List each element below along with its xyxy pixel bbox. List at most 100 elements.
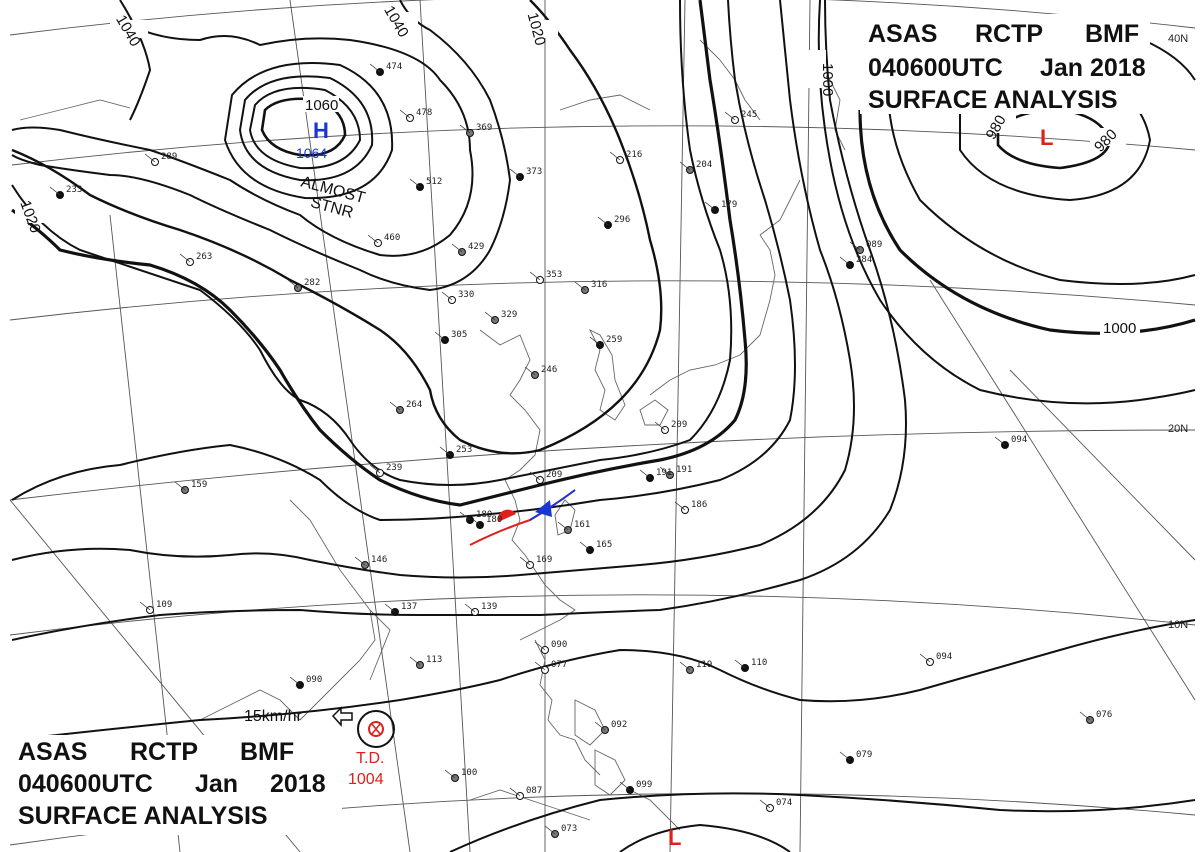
station-plot: 073	[544, 824, 577, 838]
station-pressure: 076	[1096, 710, 1112, 720]
station-plot: 090	[289, 675, 322, 689]
station-pressure: 429	[468, 242, 484, 252]
station-plot: 264	[389, 400, 422, 414]
station-plot: 109	[139, 600, 172, 614]
wind-barb	[589, 336, 601, 346]
station-plot: 094	[919, 652, 952, 666]
warm-front-marker	[497, 509, 516, 522]
station-plot: 246	[524, 365, 557, 379]
station-plot: 460	[367, 233, 400, 247]
station-plot: 159	[174, 480, 207, 494]
wind-barb	[441, 291, 453, 301]
station-plot: 209	[529, 470, 562, 484]
station-plot: 239	[369, 463, 402, 477]
wind-barb	[509, 787, 521, 797]
station-pressure: 090	[306, 675, 322, 685]
station-pressure: 161	[574, 520, 590, 530]
wind-barb	[529, 271, 541, 281]
station-plot: 161	[557, 520, 590, 534]
header-bottom-year: 2018	[270, 770, 326, 798]
wind-barb	[659, 466, 671, 476]
station-plots: 474 478 369 512 460 429 373 353 316 296 330 329 305 2…	[49, 62, 1112, 838]
wind-barb	[704, 201, 716, 211]
station-pressure: 264	[406, 400, 422, 410]
station-plot: 429	[451, 242, 484, 256]
station-plot: 305	[434, 330, 467, 344]
station-pressure: 329	[501, 310, 517, 320]
wind-barb	[849, 241, 861, 251]
low-pressure-south: L	[668, 825, 681, 850]
isobars	[11, 0, 1196, 852]
wind-barb	[557, 521, 569, 531]
station-pressure: 216	[626, 150, 642, 160]
header-top-year: 2018	[1090, 54, 1146, 82]
station-pressure: 137	[401, 602, 417, 612]
tropical-depression: T.D. 1004 15km/hr	[244, 706, 384, 788]
td-cross	[371, 723, 381, 735]
wind-barb	[484, 311, 496, 321]
high-pressure-system: H 1064 ALMOST STNR	[296, 118, 367, 222]
wind-barb	[679, 161, 691, 171]
wind-barb	[409, 178, 421, 188]
wind-barb	[459, 124, 471, 134]
station-plot: 094	[994, 435, 1027, 449]
station-pressure: 284	[856, 255, 872, 265]
header-bottom-month: Jan	[195, 770, 238, 798]
station-plot: 209	[654, 420, 687, 434]
station-plot: 119	[679, 660, 712, 674]
station-pressure: 289	[161, 152, 177, 162]
station-plot: 087	[509, 786, 542, 800]
station-plot: 100	[444, 768, 477, 782]
station-pressure: 460	[384, 233, 400, 243]
wind-barb	[287, 279, 299, 289]
station-plot: 077	[534, 660, 567, 674]
wind-barb	[534, 641, 546, 651]
station-pressure: 073	[561, 824, 577, 834]
wind-barb	[597, 216, 609, 226]
wind-barb	[459, 511, 471, 521]
station-pressure: 296	[614, 215, 630, 225]
station-pressure: 305	[451, 330, 467, 340]
low-pressure-ne: L	[1040, 125, 1053, 150]
wind-barb	[839, 751, 851, 761]
wind-barb	[594, 721, 606, 731]
station-pressure: 474	[386, 62, 402, 72]
wind-barb	[759, 799, 771, 809]
station-pressure: 089	[866, 240, 882, 250]
wind-barb	[519, 556, 531, 566]
header-top-month: Jan	[1040, 54, 1083, 82]
header-top-code: BMF	[1085, 20, 1139, 48]
header-bottom-station: RCTP	[130, 738, 198, 766]
station-pressure: 191	[656, 468, 672, 478]
cold-front-marker	[535, 500, 552, 517]
td-value: 1004	[348, 771, 384, 788]
wind-barb	[289, 676, 301, 686]
station-pressure: 369	[476, 123, 492, 133]
station-pressure: 512	[426, 177, 442, 187]
station-pressure: 209	[546, 470, 562, 480]
station-pressure: 092	[611, 720, 627, 730]
station-pressure: 146	[371, 555, 387, 565]
wind-barb	[609, 151, 621, 161]
station-plot: 169	[519, 555, 552, 569]
station-plot: 180	[459, 510, 492, 524]
station-plot: 329	[484, 310, 517, 324]
low-symbol-south: L	[668, 825, 681, 850]
station-pressure: 179	[721, 200, 737, 210]
station-pressure: 169	[536, 555, 552, 565]
wind-barb	[144, 153, 156, 163]
wind-barb	[574, 281, 586, 291]
isobar-labels: 1040 1040 1020 1020 1060 1000 980 980 10…	[15, 3, 1140, 337]
wind-barb	[509, 168, 521, 178]
wind-barb	[579, 541, 591, 551]
header-bottom-agency: ASAS	[18, 738, 87, 766]
station-plot: 186	[674, 500, 707, 514]
td-motion: 15km/hr	[244, 708, 302, 725]
station-plot: 074	[759, 798, 792, 812]
wind-barb	[174, 481, 186, 491]
wind-barb	[544, 825, 556, 835]
station-plot: 282	[287, 278, 320, 292]
wind-barb	[369, 63, 381, 73]
wind-barb	[444, 769, 456, 779]
